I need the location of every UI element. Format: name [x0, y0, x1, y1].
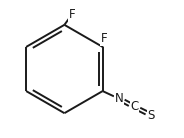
- Text: N: N: [114, 92, 123, 105]
- Text: S: S: [148, 109, 155, 122]
- Text: F: F: [69, 8, 75, 21]
- Text: F: F: [101, 32, 108, 45]
- Text: C: C: [130, 100, 139, 113]
